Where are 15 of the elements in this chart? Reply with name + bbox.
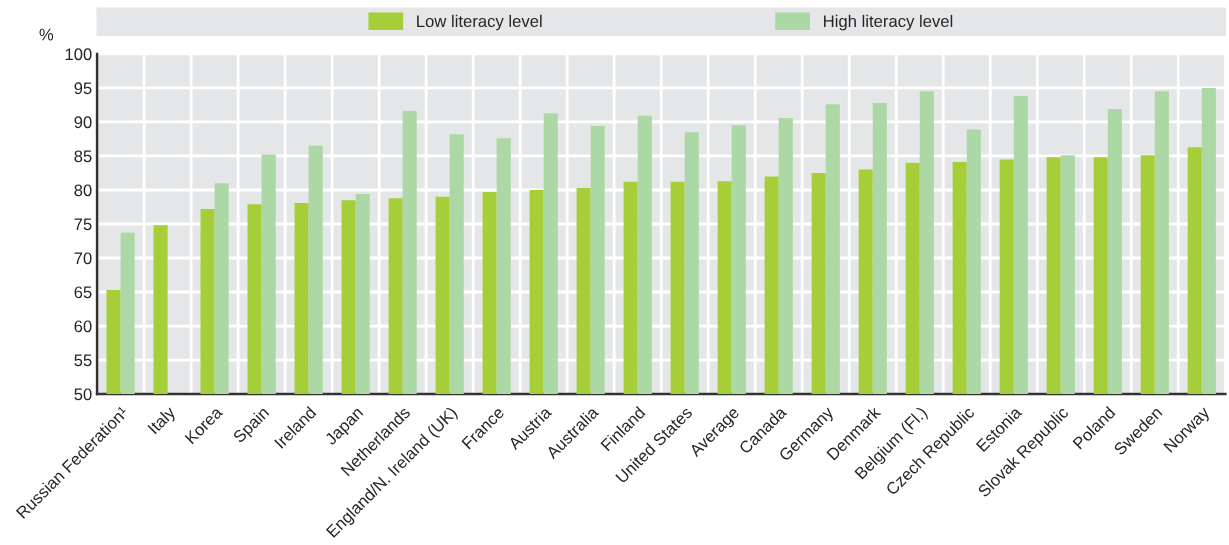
y-tick-label: 80 [74,184,92,197]
y-tick-label: 100 [65,48,92,61]
y-tick-label: 60 [74,320,92,333]
legend-label: Low literacy level [417,14,542,31]
y-tick-label: 55 [74,354,92,367]
y-tick-label: 70 [74,252,92,265]
y-axis-title: % [39,28,54,41]
x-tick-label: Italy [147,405,179,437]
y-tick-label: 95 [74,82,92,95]
y-tick-label: 90 [74,116,92,129]
y-tick-label: 85 [74,150,92,163]
y-tick-label: 65 [74,286,92,299]
legend-label: High literacy level [824,14,953,31]
y-tick-label: 75 [74,218,92,231]
y-tick-label: 50 [74,388,92,401]
